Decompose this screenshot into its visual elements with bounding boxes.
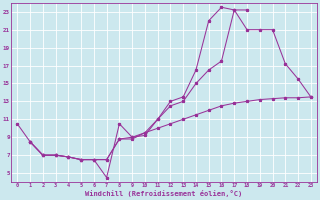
X-axis label: Windchill (Refroidissement éolien,°C): Windchill (Refroidissement éolien,°C) xyxy=(85,190,243,197)
